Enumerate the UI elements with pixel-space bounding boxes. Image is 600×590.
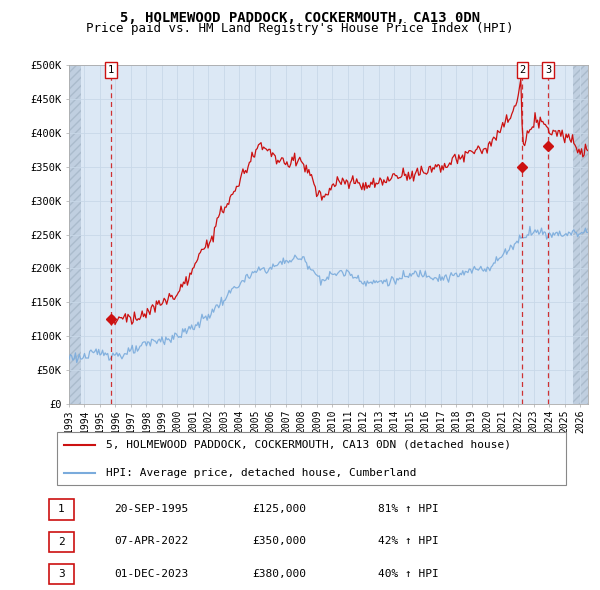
FancyBboxPatch shape [49,499,74,520]
Text: Price paid vs. HM Land Registry's House Price Index (HPI): Price paid vs. HM Land Registry's House … [86,22,514,35]
Text: 3: 3 [58,569,65,579]
Text: 1: 1 [58,504,65,514]
Text: 1: 1 [108,65,114,75]
Text: 2: 2 [520,65,526,75]
Text: 01-DEC-2023: 01-DEC-2023 [114,569,188,579]
Text: £350,000: £350,000 [252,536,306,546]
Text: 20-SEP-1995: 20-SEP-1995 [114,504,188,514]
Text: £380,000: £380,000 [252,569,306,579]
Text: 40% ↑ HPI: 40% ↑ HPI [378,569,439,579]
Text: 81% ↑ HPI: 81% ↑ HPI [378,504,439,514]
Text: 42% ↑ HPI: 42% ↑ HPI [378,536,439,546]
Text: 5, HOLMEWOOD PADDOCK, COCKERMOUTH, CA13 0DN (detached house): 5, HOLMEWOOD PADDOCK, COCKERMOUTH, CA13 … [106,440,511,450]
FancyBboxPatch shape [56,432,566,485]
Text: 07-APR-2022: 07-APR-2022 [114,536,188,546]
FancyBboxPatch shape [49,532,74,552]
Text: 3: 3 [545,65,551,75]
Text: HPI: Average price, detached house, Cumberland: HPI: Average price, detached house, Cumb… [106,468,416,478]
FancyBboxPatch shape [49,564,74,585]
Text: 2: 2 [58,537,65,547]
Text: £125,000: £125,000 [252,504,306,514]
Text: 5, HOLMEWOOD PADDOCK, COCKERMOUTH, CA13 0DN: 5, HOLMEWOOD PADDOCK, COCKERMOUTH, CA13 … [120,11,480,25]
